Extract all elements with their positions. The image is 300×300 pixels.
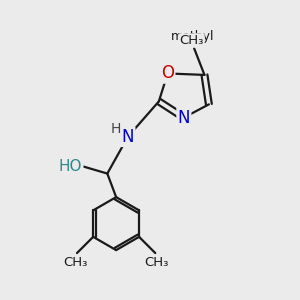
- Text: N: N: [178, 109, 190, 127]
- Text: HO: HO: [59, 159, 82, 174]
- Text: O: O: [161, 64, 174, 82]
- Text: H: H: [110, 122, 121, 136]
- Text: N: N: [122, 128, 134, 146]
- Text: CH₃: CH₃: [180, 34, 204, 47]
- Text: methyl: methyl: [171, 30, 214, 43]
- Text: CH₃: CH₃: [63, 256, 88, 269]
- Text: CH₃: CH₃: [145, 256, 169, 269]
